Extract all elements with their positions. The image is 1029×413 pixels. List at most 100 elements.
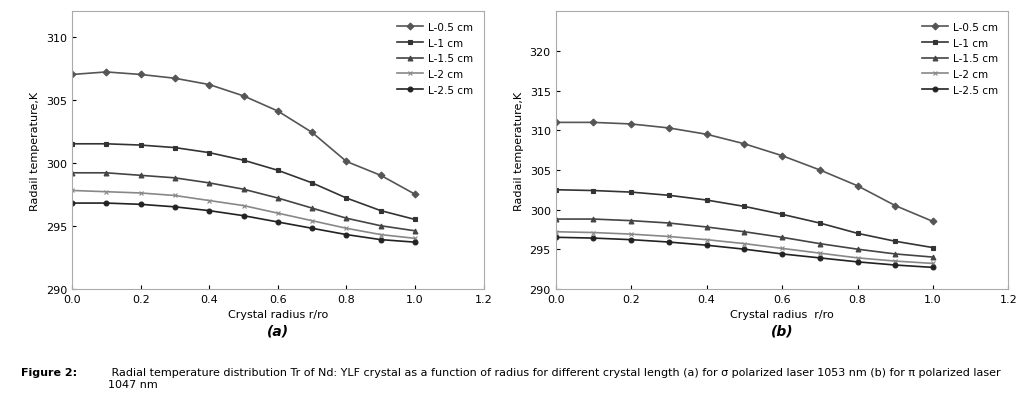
L-1.5 cm — [701, 225, 713, 230]
L-0.5 cm — [663, 126, 675, 131]
L-2.5 cm — [203, 209, 215, 214]
L-2.5 cm — [663, 240, 675, 245]
L-1.5 cm — [203, 181, 215, 186]
L-2 cm — [738, 242, 750, 247]
L-2.5 cm — [701, 243, 713, 248]
Text: Radial temperature distribution Tr of Nd: YLF crystal as a function of radius fo: Radial temperature distribution Tr of Nd… — [108, 368, 1000, 389]
L-2 cm — [701, 237, 713, 242]
L-2 cm — [100, 190, 112, 195]
L-2 cm — [663, 235, 675, 240]
L-2 cm — [66, 188, 78, 193]
L-1 cm — [851, 231, 863, 236]
L-1 cm — [588, 189, 600, 194]
L-1.5 cm — [663, 221, 675, 226]
L-1.5 cm — [927, 255, 939, 260]
L-2 cm — [409, 236, 421, 241]
L-1 cm — [701, 198, 713, 203]
L-0.5 cm — [625, 122, 637, 127]
L-2 cm — [549, 230, 562, 235]
L-2 cm — [588, 230, 600, 235]
L-2 cm — [375, 233, 387, 237]
L-2.5 cm — [851, 260, 863, 265]
L-2.5 cm — [738, 247, 750, 252]
L-2.5 cm — [100, 201, 112, 206]
L-1 cm — [203, 151, 215, 156]
L-2.5 cm — [341, 233, 353, 237]
L-0.5 cm — [701, 133, 713, 138]
X-axis label: Crystal radius  r/ro: Crystal radius r/ro — [731, 309, 833, 319]
L-0.5 cm — [851, 184, 863, 189]
L-1 cm — [409, 217, 421, 222]
L-2.5 cm — [135, 202, 147, 207]
L-1.5 cm — [409, 229, 421, 234]
L-1 cm — [549, 188, 562, 193]
L-2.5 cm — [66, 201, 78, 206]
L-2.5 cm — [889, 263, 901, 268]
L-1.5 cm — [776, 235, 788, 240]
Line: L-1.5 cm: L-1.5 cm — [554, 217, 935, 260]
L-0.5 cm — [306, 131, 318, 135]
Line: L-0.5 cm: L-0.5 cm — [70, 70, 418, 197]
L-1.5 cm — [306, 206, 318, 211]
Line: L-0.5 cm: L-0.5 cm — [554, 121, 935, 224]
L-0.5 cm — [588, 121, 600, 126]
L-0.5 cm — [889, 204, 901, 209]
L-1.5 cm — [135, 173, 147, 178]
L-1 cm — [625, 190, 637, 195]
L-2 cm — [169, 194, 181, 199]
Legend: L-0.5 cm, L-1 cm, L-1.5 cm, L-2 cm, L-2.5 cm: L-0.5 cm, L-1 cm, L-1.5 cm, L-2 cm, L-2.… — [917, 18, 1003, 101]
L-1 cm — [776, 212, 788, 217]
L-2 cm — [776, 246, 788, 251]
L-0.5 cm — [203, 83, 215, 88]
L-1.5 cm — [238, 187, 250, 192]
L-1.5 cm — [549, 217, 562, 222]
Text: (b): (b) — [771, 323, 793, 337]
L-1 cm — [927, 245, 939, 250]
Line: L-1 cm: L-1 cm — [70, 142, 418, 222]
L-2 cm — [135, 191, 147, 196]
L-2 cm — [625, 232, 637, 237]
L-2.5 cm — [625, 237, 637, 242]
Legend: L-0.5 cm, L-1 cm, L-1.5 cm, L-2 cm, L-2.5 cm: L-0.5 cm, L-1 cm, L-1.5 cm, L-2 cm, L-2.… — [392, 18, 478, 101]
L-1.5 cm — [169, 176, 181, 181]
Line: L-2 cm: L-2 cm — [70, 189, 418, 241]
L-1.5 cm — [100, 171, 112, 176]
L-0.5 cm — [409, 192, 421, 197]
L-1 cm — [889, 239, 901, 244]
L-0.5 cm — [738, 142, 750, 147]
L-0.5 cm — [272, 109, 284, 114]
Line: L-2 cm: L-2 cm — [554, 230, 935, 266]
L-0.5 cm — [169, 76, 181, 81]
L-1.5 cm — [341, 216, 353, 221]
L-2.5 cm — [814, 256, 826, 261]
L-2 cm — [851, 256, 863, 261]
L-1.5 cm — [66, 171, 78, 176]
L-2.5 cm — [927, 265, 939, 270]
L-1.5 cm — [851, 247, 863, 252]
L-2.5 cm — [306, 226, 318, 231]
L-2 cm — [203, 199, 215, 204]
L-1 cm — [66, 142, 78, 147]
L-1 cm — [663, 193, 675, 198]
L-2 cm — [238, 204, 250, 209]
L-2 cm — [814, 251, 826, 256]
L-0.5 cm — [776, 154, 788, 159]
L-1.5 cm — [625, 218, 637, 223]
L-1 cm — [306, 181, 318, 186]
L-2 cm — [272, 211, 284, 216]
L-2 cm — [341, 226, 353, 231]
L-2.5 cm — [549, 235, 562, 240]
L-0.5 cm — [100, 70, 112, 75]
L-0.5 cm — [549, 121, 562, 126]
L-0.5 cm — [238, 94, 250, 99]
L-2 cm — [889, 259, 901, 264]
L-1 cm — [272, 169, 284, 173]
L-2.5 cm — [588, 236, 600, 241]
L-2.5 cm — [375, 237, 387, 242]
L-1 cm — [135, 143, 147, 148]
L-0.5 cm — [66, 73, 78, 78]
L-1 cm — [238, 158, 250, 163]
L-0.5 cm — [927, 219, 939, 224]
L-2.5 cm — [169, 205, 181, 210]
L-1.5 cm — [588, 217, 600, 222]
